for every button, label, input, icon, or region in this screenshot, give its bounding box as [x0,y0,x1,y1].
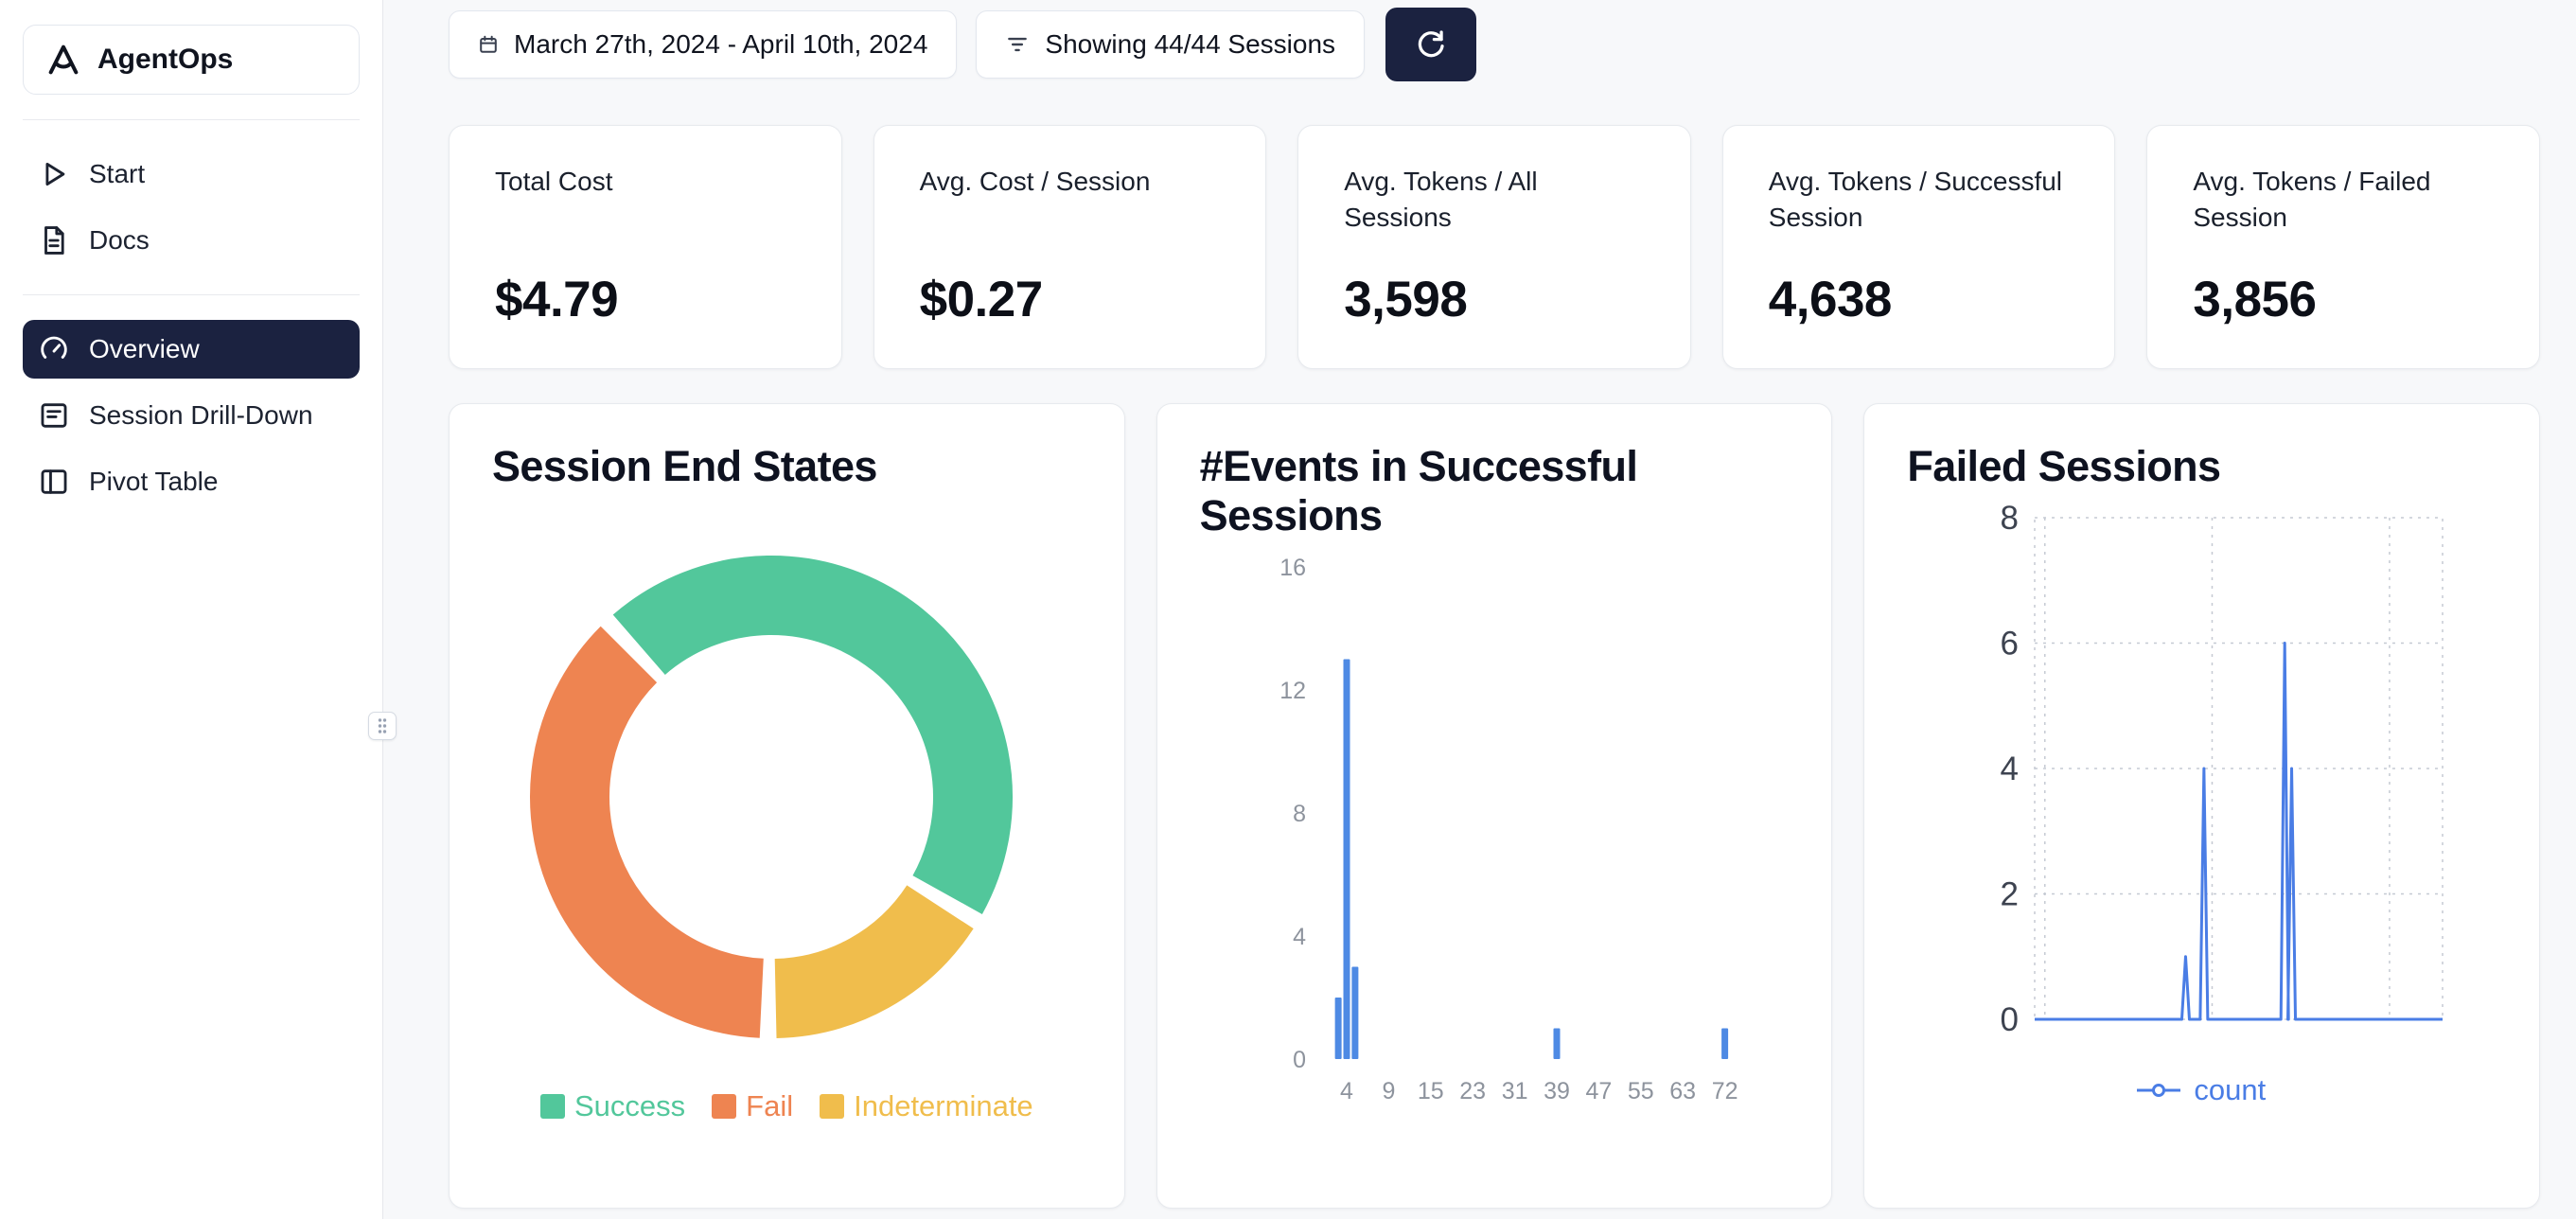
session-end-states-card: Session End States Success Fail Indetermin… [449,403,1125,1209]
sidebar-item-start[interactable]: Start [23,145,360,203]
stat-label: Avg. Tokens / Successful Session [1768,167,2063,232]
events-histogram-chart[interactable]: 0 4 8 12 16 4 9 15 23 31 39 47 55 63 72 [1200,548,1790,1132]
svg-text:23: 23 [1459,1078,1486,1104]
legend-item[interactable]: Indeterminate [820,1089,1033,1123]
sidebar-item-pivot-table[interactable]: Pivot Table [23,452,360,511]
charts-row: Session End States Success Fail Indetermin… [449,403,2541,1209]
events-histogram-card: #Events in Successful Sessions 0 4 8 12 16 4 9… [1156,403,1833,1209]
sidebar: AgentOps Start Docs [0,0,397,1219]
sidebar-nav-secondary: Overview Session Drill-Down Pivot Table [23,320,360,511]
sidebar-item-session-drill-down[interactable]: Session Drill-Down [23,386,360,445]
app-logo[interactable]: AgentOps [23,25,360,95]
app-name: AgentOps [97,44,234,75]
chart-title: Failed Sessions [1907,442,2221,490]
stat-label: Avg. Tokens / Failed Session [2193,167,2431,232]
date-range-label: March 27th, 2024 - April 10th, 2024 [514,29,928,59]
grip-dots-icon [378,718,387,733]
svg-text:2: 2 [2001,876,2019,913]
svg-text:55: 55 [1628,1078,1654,1104]
filter-icon [1008,37,1028,52]
svg-text:39: 39 [1544,1078,1570,1104]
session-filter-label: Showing 44/44 Sessions [1045,29,1336,59]
count-legend-label: count [2194,1073,2267,1107]
svg-text:0: 0 [2001,1001,2019,1038]
svg-text:12: 12 [1279,678,1306,704]
svg-text:4: 4 [1293,924,1306,950]
stats-row: Total Cost $4.79 Avg. Cost / Session $0.… [449,125,2540,369]
svg-text:16: 16 [1279,555,1306,581]
stat-label: Total Cost [495,167,613,196]
legend-label: Success [573,1089,686,1123]
stat-card-avg-tokens-successful: Avg. Tokens / Successful Session 4,638 [1721,125,2116,369]
svg-text:9: 9 [1382,1078,1395,1104]
svg-text:8: 8 [1293,801,1306,827]
session-end-states-donut-chart[interactable] [492,499,1082,1086]
sidebar-resize-handle[interactable] [368,712,397,740]
session-filter-button[interactable]: Showing 44/44 Sessions [976,10,1366,79]
svg-text:15: 15 [1418,1078,1444,1104]
date-range-button[interactable]: March 27th, 2024 - April 10th, 2024 [449,10,958,79]
sidebar-divider [23,119,360,120]
legend-swatch [712,1094,737,1120]
donut-legend: Success Fail Indeterminate [492,1089,1082,1123]
sidebar-item-label: Overview [89,334,200,363]
sidebar-item-overview[interactable]: Overview [23,320,360,379]
legend-item[interactable]: Success [539,1089,686,1123]
svg-text:63: 63 [1669,1078,1696,1104]
agentops-logo-icon [48,44,79,75]
topbar: March 27th, 2024 - April 10th, 2024 Show… [449,8,2540,81]
failed-sessions-card: Failed Sessions 0 2 4 6 8 count [1863,403,2541,1209]
stat-value: $4.79 [495,272,619,327]
main-content: March 27th, 2024 - April 10th, 2024 Show… [383,0,2576,1219]
count-legend-marker-icon [2137,1084,2181,1098]
legend-item[interactable]: Fail [712,1089,793,1123]
stat-value: $0.27 [919,272,1044,327]
stat-card-avg-tokens-all: Avg. Tokens / All Sessions 3,598 [1297,125,1691,369]
legend-label: Indeterminate [854,1089,1033,1123]
docs-icon [44,226,64,255]
stat-value: 3,856 [2193,272,2317,327]
svg-text:4: 4 [2001,751,2019,787]
sidebar-nav-primary: Start Docs [23,145,360,270]
drilldown-icon [41,403,67,428]
pivot-table-icon [41,469,67,494]
stat-value: 4,638 [1768,272,1893,327]
svg-text:31: 31 [1501,1078,1527,1104]
sidebar-item-label: Docs [89,225,150,255]
svg-text:0: 0 [1293,1047,1306,1073]
play-icon [45,162,65,186]
stat-label: Avg. Tokens / All Sessions [1344,167,1538,232]
chart-title: Session End States [492,442,877,490]
svg-text:8: 8 [2001,500,2019,537]
stat-card-total-cost: Total Cost $4.79 [449,125,842,369]
chart-title: #Events in Successful Sessions [1199,442,1638,540]
sidebar-item-docs[interactable]: Docs [23,211,360,270]
legend-label: Fail [746,1089,794,1123]
svg-text:6: 6 [2001,626,2019,662]
stat-card-avg-tokens-failed: Avg. Tokens / Failed Session 3,856 [2146,125,2540,369]
svg-text:4: 4 [1340,1078,1353,1104]
sidebar-item-label: Start [89,159,146,188]
svg-text:47: 47 [1585,1078,1612,1104]
sidebar-item-label: Session Drill-Down [89,400,313,430]
sidebar-divider [23,294,360,295]
stat-card-avg-cost-session: Avg. Cost / Session $0.27 [873,125,1267,369]
svg-text:72: 72 [1711,1078,1738,1104]
gauge-icon [41,336,67,359]
count-legend[interactable]: count [1907,1073,2494,1107]
calendar-icon [480,35,497,53]
refresh-button[interactable] [1385,8,1477,81]
legend-swatch [820,1094,845,1120]
stat-label: Avg. Cost / Session [919,167,1151,196]
refresh-icon [1418,30,1444,58]
stat-value: 3,598 [1344,272,1468,327]
legend-swatch [539,1094,565,1120]
failed-sessions-chart[interactable]: 0 2 4 6 8 [1907,499,2497,1071]
sidebar-item-label: Pivot Table [89,467,219,496]
